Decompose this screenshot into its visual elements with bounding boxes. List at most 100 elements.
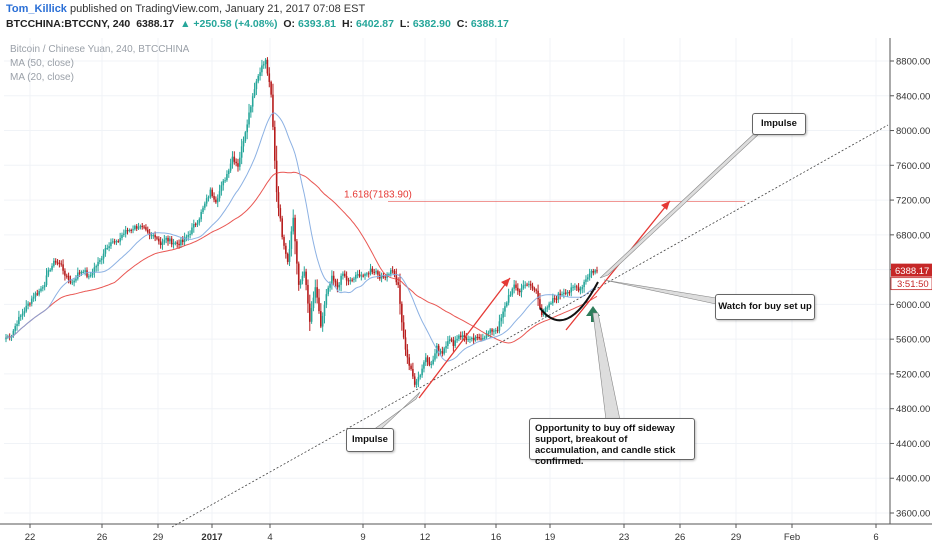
high-value: 6402.87 [356, 18, 394, 30]
candle-body [336, 282, 339, 288]
candle-body [557, 293, 560, 300]
current-price-text: 6388.17 [895, 266, 929, 277]
candle-body [377, 271, 379, 275]
legend-ma20[interactable]: MA (20, close) [10, 72, 74, 83]
candle-body [338, 284, 341, 288]
y-tick-label: 3600.00 [896, 509, 930, 520]
candle-body [454, 340, 457, 346]
candle-body [181, 239, 184, 243]
last-price: 6388.17 [136, 18, 175, 30]
candle-body [172, 243, 175, 245]
candle-body [332, 275, 335, 281]
candle-body [91, 272, 94, 275]
high-label: H: [341, 18, 354, 30]
candle-body [531, 285, 534, 289]
candle-body [141, 225, 144, 227]
candle-body [340, 275, 342, 285]
callout-opportunity [592, 312, 621, 421]
candle-body [54, 260, 57, 263]
candle-body [452, 340, 455, 346]
x-tick-label: Feb [784, 532, 800, 543]
candle-body [99, 260, 101, 262]
candle-body [102, 253, 105, 259]
y-tick-label: 8000.00 [896, 126, 930, 137]
close-value: 6388.17 [470, 18, 509, 30]
candle-body [233, 156, 236, 162]
candle-body [424, 357, 427, 363]
candle-body [53, 260, 55, 266]
candle-body [563, 292, 565, 295]
candle-body [222, 180, 225, 186]
candle-body [16, 323, 18, 327]
candle-body [526, 284, 528, 286]
candle-body [355, 274, 357, 279]
candle-body [111, 241, 114, 243]
candle-body [266, 59, 269, 74]
candle-body [430, 363, 433, 365]
fib-level-label: 1.618(7183.90) [344, 189, 412, 200]
candle-body [572, 286, 574, 288]
candle-body [123, 233, 125, 235]
candle-body [548, 303, 550, 308]
candle-body [566, 292, 569, 294]
candle-body [34, 293, 37, 298]
candle-body [518, 290, 521, 293]
watch-note[interactable]: Watch for buy set up [715, 294, 815, 320]
candle-body [308, 303, 311, 322]
candle-body [29, 303, 31, 305]
candle-body [586, 277, 589, 280]
candle-body [161, 242, 164, 246]
candle-body [496, 330, 499, 332]
impulse-note-bottom[interactable]: Impulse [346, 428, 394, 452]
candle-body [274, 126, 276, 161]
current-price-tag [891, 263, 932, 277]
candle-body [575, 286, 578, 288]
candle-body [191, 227, 193, 234]
candle-body [167, 237, 169, 242]
candle-body [334, 280, 337, 283]
candle-body [581, 287, 584, 289]
candle-body [259, 72, 261, 76]
candle-body [426, 357, 429, 362]
candle-body [517, 287, 519, 291]
candle-body [183, 237, 186, 243]
candle-body [93, 267, 96, 273]
x-tick-label: 2017 [201, 532, 222, 543]
candle-body [520, 288, 523, 293]
candle-body [342, 273, 344, 276]
candle-body [51, 265, 53, 270]
candle-body [469, 338, 471, 340]
candle-body [150, 235, 153, 237]
candle-body [73, 280, 75, 283]
candle-body [434, 353, 436, 360]
symbol-label[interactable]: BTCCHINA:BTCCNY, 240 [6, 18, 131, 30]
candle-body [432, 359, 434, 364]
candle-body [80, 271, 83, 274]
candle-body [312, 297, 315, 309]
candle-body [493, 330, 495, 332]
candle-body [69, 280, 72, 283]
legend-ma50[interactable]: MA (50, close) [10, 58, 74, 69]
candle-body [559, 293, 561, 296]
candle-body [231, 156, 234, 164]
candle-body [500, 317, 503, 322]
author-link[interactable]: Tom_Killick [6, 3, 67, 15]
impulse-note-top[interactable]: Impulse [752, 113, 806, 135]
candle-body [121, 234, 123, 239]
candle-body [574, 286, 576, 288]
close-label: C: [456, 18, 468, 30]
candle-body [393, 271, 396, 275]
candle-body [209, 189, 212, 198]
candle-body [450, 339, 453, 341]
candle-body [579, 288, 582, 291]
candle-body [207, 197, 210, 199]
candle-body [494, 330, 497, 332]
candle-body [143, 226, 145, 228]
opportunity-note[interactable]: Opportunity to buy off sideway support, … [529, 418, 695, 467]
candle-body [180, 239, 182, 246]
candle-body [47, 270, 50, 276]
candle-body [423, 362, 425, 369]
candle-body [277, 192, 280, 209]
candle-body [45, 275, 48, 286]
